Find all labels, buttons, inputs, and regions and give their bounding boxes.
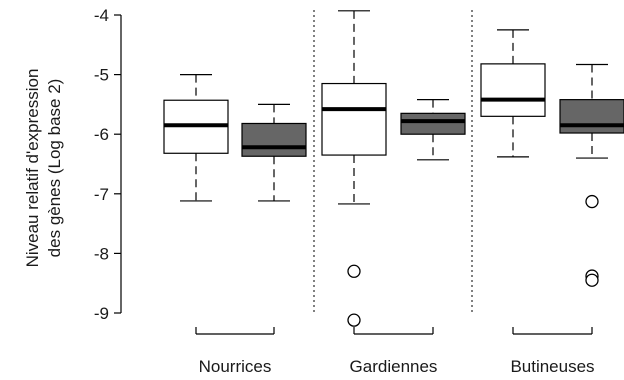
y-axis: -4 -5 -6 -7 -8 -9 (94, 6, 122, 323)
x-group-label: Butineuses (510, 357, 594, 376)
box-iqr (241, 122, 307, 157)
box-gardiennes-1 (321, 10, 387, 327)
y-tick-label: -4 (94, 6, 109, 25)
outlier-point (347, 313, 361, 327)
box-iqr (400, 112, 466, 135)
y-axis-label-line2: des gènes (Log base 2) (45, 79, 64, 258)
group-gardiennes: Gardiennes (350, 327, 438, 376)
box-iqr (321, 82, 387, 156)
x-axis-groups: Nourrices Gardiennes Butineuses (195, 327, 595, 376)
y-tick-label: -9 (94, 304, 109, 323)
x-group-label: Nourrices (199, 357, 272, 376)
group-separators (313, 10, 473, 313)
y-tick-label: -6 (94, 125, 109, 144)
group-nourrices: Nourrices (195, 327, 275, 376)
box-nourrices-1 (163, 73, 229, 202)
outlier-point (585, 194, 599, 209)
box-butineuses-2 (559, 63, 624, 287)
outlier-point (347, 264, 361, 278)
x-group-label: Gardiennes (350, 357, 438, 376)
box-butineuses-1 (480, 29, 546, 158)
y-tick-label: -8 (94, 244, 109, 263)
y-tick-label: -7 (94, 185, 109, 204)
plot-area (163, 10, 624, 327)
box-gardiennes-2 (400, 99, 466, 161)
group-butineuses: Butineuses (510, 327, 595, 376)
box-iqr (559, 99, 624, 134)
y-axis-label-line1: Niveau relatif d'expression (23, 69, 42, 268)
box-nourrices-2 (241, 103, 307, 202)
box-iqr (480, 63, 546, 117)
outlier-point (585, 273, 599, 287)
y-tick-label: -5 (94, 66, 109, 85)
